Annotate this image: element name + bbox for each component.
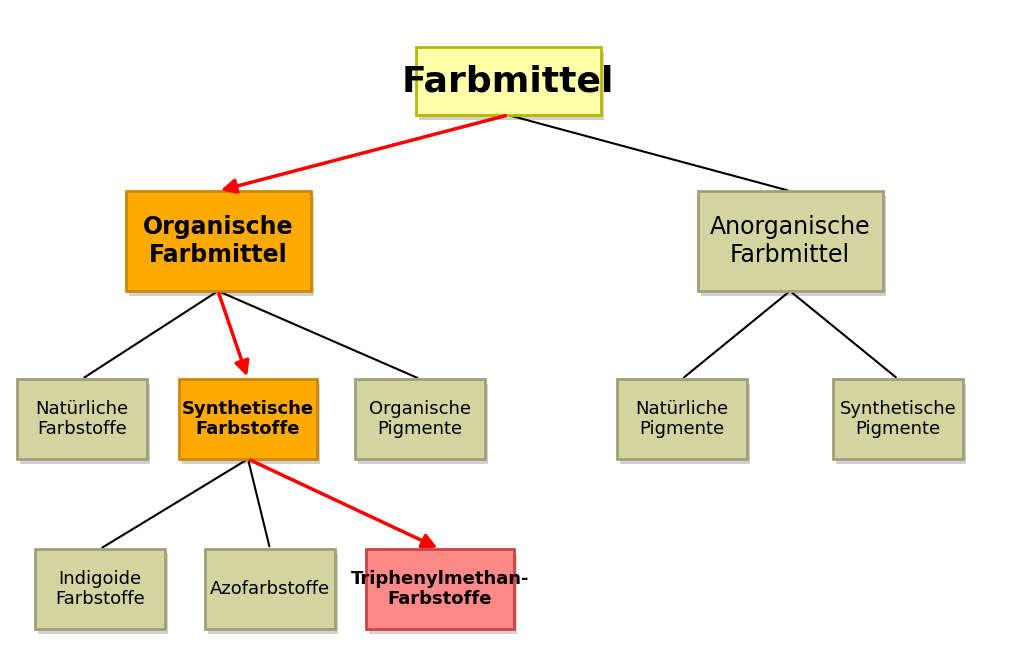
FancyBboxPatch shape xyxy=(208,554,338,634)
Text: Organische
Pigmente: Organische Pigmente xyxy=(369,400,471,438)
FancyBboxPatch shape xyxy=(698,191,883,291)
FancyBboxPatch shape xyxy=(126,191,311,291)
FancyBboxPatch shape xyxy=(617,379,747,459)
FancyBboxPatch shape xyxy=(205,549,335,629)
Text: Indigoide
Farbstoffe: Indigoide Farbstoffe xyxy=(55,570,145,609)
FancyBboxPatch shape xyxy=(836,384,966,464)
FancyBboxPatch shape xyxy=(366,549,514,629)
Text: Farbmittel: Farbmittel xyxy=(401,64,615,98)
FancyBboxPatch shape xyxy=(38,554,168,634)
Text: Anorganische
Farbmittel: Anorganische Farbmittel xyxy=(710,215,871,267)
FancyBboxPatch shape xyxy=(419,52,604,120)
Text: Synthetische
Pigmente: Synthetische Pigmente xyxy=(839,400,956,438)
FancyBboxPatch shape xyxy=(179,379,317,459)
FancyBboxPatch shape xyxy=(20,384,150,464)
FancyBboxPatch shape xyxy=(358,384,488,464)
FancyBboxPatch shape xyxy=(416,47,600,115)
Text: Natürliche
Farbstoffe: Natürliche Farbstoffe xyxy=(36,400,129,438)
Text: Synthetische
Farbstoffe: Synthetische Farbstoffe xyxy=(182,400,314,438)
FancyBboxPatch shape xyxy=(182,384,320,464)
FancyBboxPatch shape xyxy=(35,549,165,629)
Text: Triphenylmethan-
Farbstoffe: Triphenylmethan- Farbstoffe xyxy=(351,570,529,609)
Text: Azofarbstoffe: Azofarbstoffe xyxy=(210,580,330,598)
FancyBboxPatch shape xyxy=(355,379,485,459)
FancyBboxPatch shape xyxy=(700,196,886,296)
FancyBboxPatch shape xyxy=(17,379,147,459)
FancyBboxPatch shape xyxy=(128,196,314,296)
FancyBboxPatch shape xyxy=(833,379,963,459)
FancyBboxPatch shape xyxy=(369,554,517,634)
FancyBboxPatch shape xyxy=(620,384,750,464)
Text: Natürliche
Pigmente: Natürliche Pigmente xyxy=(635,400,728,438)
Text: Organische
Farbmittel: Organische Farbmittel xyxy=(143,215,294,267)
